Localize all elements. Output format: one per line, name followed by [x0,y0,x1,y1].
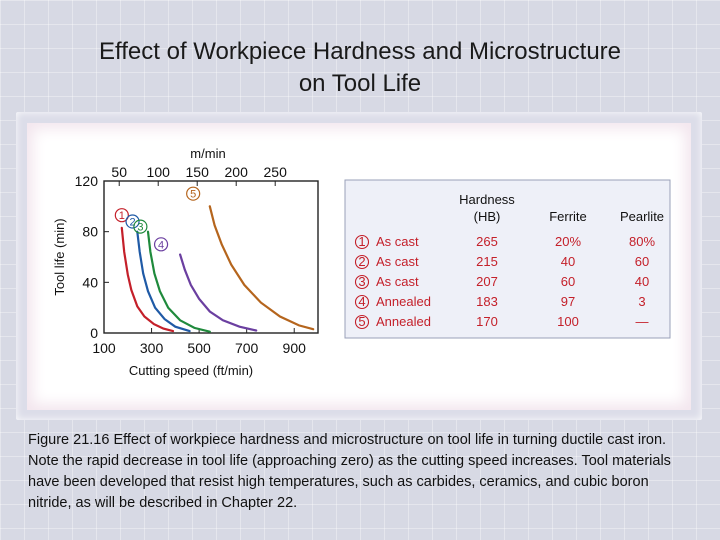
figure-caption: Figure 21.16 Effect of workpiece hardnes… [28,432,671,511]
legend-row-hardness: 207 [476,274,498,289]
top-tick-label: 100 [147,164,171,180]
legend-row-num: 1 [358,234,365,249]
legend-row-ferrite: 97 [561,294,575,309]
x-tick-label: 100 [92,340,116,356]
top-tick-label: 50 [111,164,127,180]
curve-label-circle [114,208,129,223]
curve-label-circle [133,219,148,234]
slide-title-line2: on Tool Life [298,70,422,97]
curve-label: 4 [158,239,164,251]
top-tick-label: 250 [264,164,288,180]
x-tick-label: 900 [283,340,307,356]
legend-row-num-circle [354,254,370,270]
curve-label-circle [153,237,169,252]
legend-row-num: 2 [358,254,365,269]
series-line-1 [120,226,175,333]
legend-row-condition: As cast [376,274,419,289]
legend-row-num-circle [354,294,370,310]
legend-row-ferrite: 60 [561,274,575,289]
legend-row-hardness: 265 [476,234,498,249]
legend-row-pearlite: 80% [629,234,655,249]
legend-row-num: 4 [358,294,365,309]
plot-frame [103,180,319,334]
slide-title: Effect of Workpiece Hardness and Microst… [0,36,720,100]
legend-row-hardness: 170 [476,314,498,329]
x-axis-title: Cutting speed (ft/min) [129,363,253,378]
legend-row-num: 3 [358,274,365,289]
series-line-3 [146,230,211,333]
curve-label-circle [125,214,140,229]
legend-row-condition: Annealed [376,314,431,329]
legend-row-pearlite: 3 [638,294,645,309]
curve-label: 2 [129,217,135,229]
series-line-2 [136,230,191,333]
top-tick-label: 150 [186,164,210,180]
curve-label: 1 [119,210,125,222]
series-line-5 [208,205,315,331]
y-axis-title: Tool life (min) [52,218,67,295]
slide-title-line1: Effect of Workpiece Hardness and Microst… [99,38,621,65]
curve-label-circle [186,186,201,201]
legend-row-num-circle [354,274,370,290]
legend-row-hardness: 183 [476,294,498,309]
x-tick-label: 300 [140,340,164,356]
legend-row-condition: Annealed [376,294,431,309]
legend-row-ferrite: 40 [561,254,575,269]
legend-header-pearlite: Pearlite [620,209,664,224]
legend-row-hardness: 215 [476,254,498,269]
legend-header-hb: (HB) [474,209,501,224]
y-tick-label: 0 [90,325,98,341]
legend-header-hardness: Hardness [459,192,515,207]
curve-label: 3 [137,222,143,234]
series-line-4 [179,253,258,332]
y-tick-label: 120 [75,173,99,189]
legend-row-ferrite: 100 [557,314,579,329]
curve-label: 5 [190,189,196,201]
top-axis-title: m/min [190,146,225,161]
legend-row-num-circle [354,234,370,250]
legend-row-pearlite: — [636,314,649,329]
top-tick-label: 200 [225,164,249,180]
legend-row-num-circle [354,314,370,330]
legend-row-pearlite: 60 [635,254,649,269]
y-tick-label: 40 [82,274,98,290]
x-tick-label: 700 [235,340,259,356]
legend-row-condition: As cast [376,234,419,249]
legend-row-condition: As cast [376,254,419,269]
x-tick-label: 500 [187,340,211,356]
legend-row-pearlite: 40 [635,274,649,289]
legend-row-num: 5 [358,314,365,329]
legend-header-ferrite: Ferrite [549,209,587,224]
legend-table-box [344,179,671,339]
legend-row-ferrite: 20% [555,234,581,249]
y-tick-label: 80 [82,224,98,240]
